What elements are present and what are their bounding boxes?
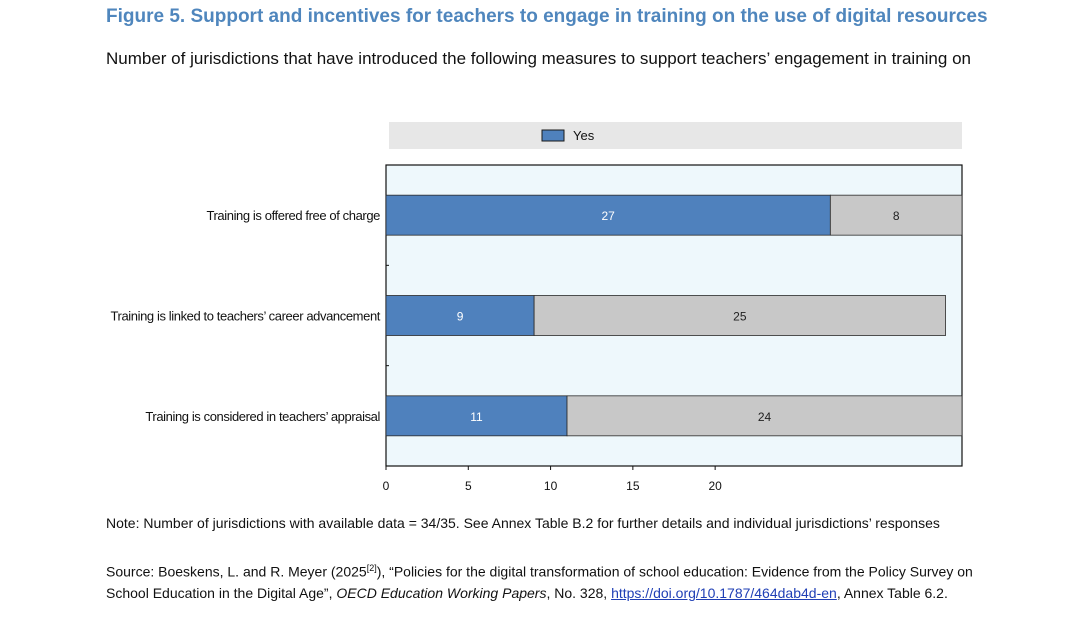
x-tick-label-0: 0: [383, 479, 390, 493]
bar-series-1-row-2: [566, 395, 963, 437]
chart-source: Source: Boeskens, L. and R. Meyer (2025[…: [106, 558, 996, 604]
figure-subtitle: Number of jurisdictions that have introd…: [106, 49, 971, 68]
data-label-series-0-row-2: 11: [470, 410, 483, 424]
bar-series-1-row-1: [533, 295, 946, 336]
source-ref: [2]: [366, 563, 377, 573]
chart-note: Note: Number of jurisdictions with avail…: [106, 515, 940, 531]
x-tick-label-1: 5: [465, 479, 472, 493]
data-label-series-0-row-0: 27: [601, 209, 615, 223]
source-doi-link[interactable]: https://doi.org/10.1787/464dab4d-en: [611, 584, 837, 601]
source-suffix: , Annex Table 6.2.: [836, 584, 948, 601]
x-tick-label-4: 20: [708, 479, 722, 493]
legend-label-yes: Yes: [573, 128, 595, 143]
x-tick-label-2: 10: [544, 479, 558, 493]
data-label-series-1-row-1: 25: [733, 310, 747, 324]
figure-title: Figure 5. Support and incentives for tea…: [106, 6, 988, 27]
x-tick-label-3: 15: [626, 479, 640, 493]
bar-series-1-row-0: [829, 194, 963, 236]
category-label-0: Training is offered free of charge: [206, 208, 380, 223]
bar-series-0-row-1: [385, 295, 535, 336]
legend-background: [389, 122, 962, 149]
data-label-series-1-row-0: 8: [893, 209, 900, 223]
bar-series-0-row-2: [385, 395, 568, 437]
source-mid: ), “Policies for the digital transformat…: [106, 563, 973, 601]
category-label-1: Training is linked to teachers’ career a…: [110, 309, 380, 324]
data-label-series-0-row-1: 9: [457, 310, 464, 324]
source-prefix: Source: Boeskens, L. and R. Meyer (2025: [106, 563, 367, 580]
data-label-series-1-row-2: 24: [758, 410, 772, 424]
category-label-2: Training is considered in teachers’ appr…: [145, 409, 380, 424]
source-publication: OECD Education Working Papers: [336, 584, 547, 601]
source-number: , No. 328,: [546, 584, 612, 601]
legend-swatch-yes: [541, 129, 565, 142]
bar-chart: Yes 27 8 Training is offered free of charge…: [110, 122, 963, 493]
